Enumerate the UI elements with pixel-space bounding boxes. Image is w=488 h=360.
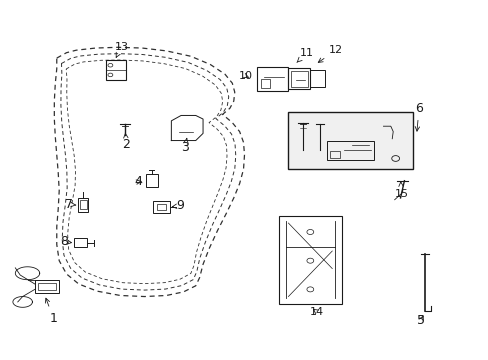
Text: 14: 14	[309, 307, 323, 316]
Bar	[329, 151, 339, 158]
Text: 2: 2	[122, 133, 130, 151]
Bar	[157, 204, 166, 210]
Text: 6: 6	[414, 102, 422, 131]
Bar	[35, 280, 59, 293]
Bar	[256, 67, 288, 91]
Bar	[310, 70, 325, 87]
Bar	[38, 283, 56, 291]
Bar	[288, 68, 310, 89]
Bar	[290, 71, 307, 87]
Text: 1: 1	[45, 298, 57, 325]
Bar	[278, 216, 341, 304]
Text: 4: 4	[134, 175, 142, 188]
Bar	[327, 140, 373, 160]
Text: 15: 15	[394, 182, 407, 199]
Text: 10: 10	[238, 71, 252, 81]
Bar	[288, 112, 412, 169]
Bar	[153, 201, 170, 213]
Bar	[105, 60, 126, 80]
Text: 7: 7	[65, 198, 76, 211]
Text: 8: 8	[60, 235, 71, 248]
Text: 5: 5	[416, 314, 424, 327]
Bar	[74, 238, 86, 247]
Bar	[78, 198, 88, 212]
Bar	[146, 174, 158, 187]
Bar	[260, 79, 270, 88]
Text: 12: 12	[318, 45, 343, 62]
Text: 13: 13	[114, 42, 128, 57]
Text: 9: 9	[172, 199, 183, 212]
Text: 3: 3	[181, 138, 188, 154]
Text: 11: 11	[296, 48, 313, 62]
Bar	[80, 201, 86, 210]
